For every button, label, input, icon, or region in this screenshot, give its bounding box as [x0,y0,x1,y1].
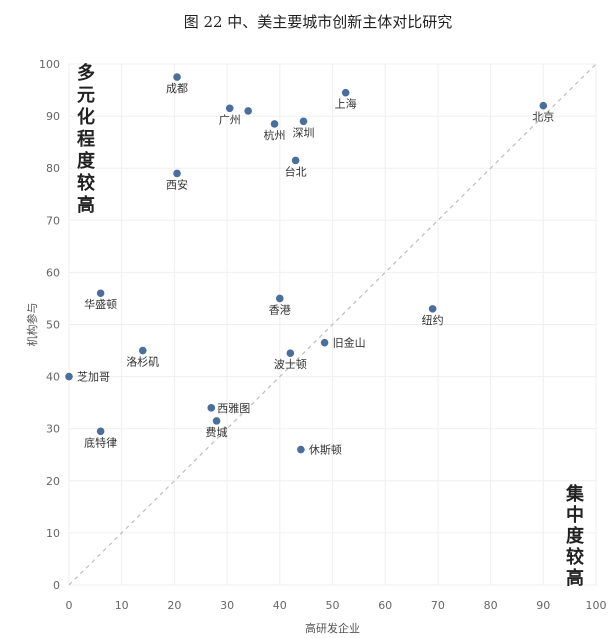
y-tick-label: 0 [53,579,60,592]
point-label: 台北 [285,164,307,178]
x-tick-label: 90 [536,599,550,612]
point-label: 西雅图 [217,401,250,415]
axis-ticks: 0 10 20 30 40 50 60 70 80 90 100 0 10 20 30 40 50 60 70 80 9… [39,58,607,612]
data-point [428,305,437,313]
point-label: 香港 [269,303,291,316]
y-axis-label: 机构参与 [25,303,39,347]
x-tick-label: 0 [66,599,73,612]
y-tick-label: 50 [46,319,60,332]
data-point [225,104,234,113]
data-point [138,346,147,355]
point-label: 底特律 [84,435,117,449]
point-label: 成都 [166,82,188,95]
data-point [286,349,295,357]
x-tick-label: 60 [378,599,392,612]
point-label: 深圳 [293,126,315,139]
y-tick-label: 60 [46,266,60,279]
point-label: 上海 [335,97,357,111]
y-tick-label: 30 [46,423,60,436]
y-tick-label: 70 [46,214,60,227]
y-tick-label: 40 [46,371,60,384]
data-point [207,404,216,412]
reference-diagonal-line [68,63,597,586]
data-point [539,101,548,110]
point-label: 华盛顿 [84,297,117,311]
data-point [320,338,329,347]
x-tick-label: 100 [586,599,607,612]
x-tick-label: 70 [431,599,445,612]
grid [68,63,597,586]
point-label: 芝加哥 [77,371,110,384]
point-label: 纽约 [422,313,444,327]
y-tick-label: 100 [39,58,60,71]
point-label: 广州 [219,113,241,126]
data-point [65,372,73,381]
data-point [96,427,105,436]
y-tick-label: 10 [46,527,60,540]
data-point [341,88,350,97]
x-tick-label: 20 [167,599,181,612]
x-tick-label: 50 [326,599,340,612]
data-point [297,445,305,454]
point-label: 杭州 [264,128,286,142]
data-point [173,169,181,178]
data-point [173,73,181,81]
point-label: 波士顿 [274,357,307,371]
data-point [96,289,105,298]
x-tick-label: 40 [273,599,287,612]
annotation-top-left: 多元化程度较高 [77,62,96,216]
annotation-bottom-right: 集中度较高 [565,483,585,589]
data-point [270,120,279,128]
data-point [291,156,300,165]
point-label: 洛杉矶 [126,355,159,369]
y-tick-label: 20 [46,475,60,488]
data-point [212,417,221,425]
y-tick-label: 90 [46,110,60,123]
x-tick-label: 10 [115,599,129,612]
y-tick-label: 80 [46,162,60,175]
x-tick-label: 80 [484,599,498,612]
point-label: 费城 [206,426,228,439]
data-point [299,117,308,126]
point-label: 北京 [532,110,554,124]
data-point [244,107,252,115]
point-label: 休斯顿 [309,443,342,457]
point-label: 西安 [166,177,188,191]
x-axis-label: 高研发企业 [305,621,360,635]
chart-title: 图 22 中、美主要城市创新主体对比研究 [184,13,453,31]
x-tick-label: 30 [220,599,234,612]
point-label: 旧金山 [333,336,366,350]
data-point [276,294,284,303]
